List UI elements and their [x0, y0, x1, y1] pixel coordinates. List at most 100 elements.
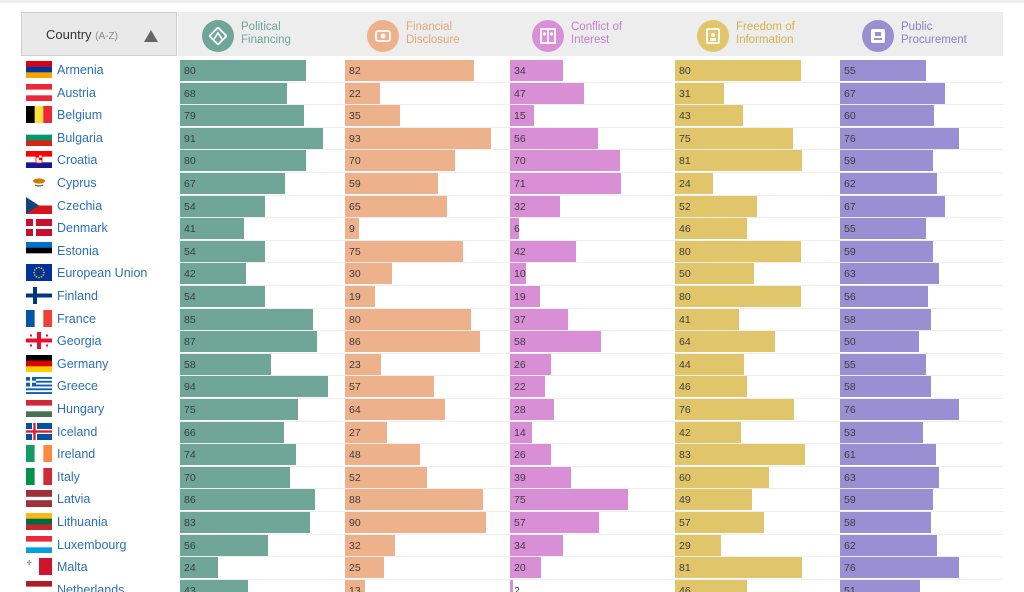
country-name-link[interactable]: Iceland — [57, 424, 98, 439]
country-name-link[interactable]: Austria — [57, 85, 96, 100]
bar-political-financing — [180, 579, 248, 592]
country-name-link[interactable]: Germany — [57, 356, 109, 371]
country-name-link[interactable]: Hungary — [57, 402, 105, 416]
column-title-line: Financing — [241, 34, 291, 46]
country-name-link[interactable]: Bulgaria — [57, 130, 103, 145]
row-divider — [180, 149, 1003, 151]
bar-public-procurement — [840, 444, 936, 466]
country-name-link[interactable]: Denmark — [57, 221, 108, 236]
flag-icon — [26, 287, 52, 304]
bar-value-label: 57 — [514, 517, 526, 529]
bar-public-procurement — [840, 127, 960, 149]
bar-public-procurement — [840, 308, 932, 330]
bar-value-label: 25 — [349, 562, 361, 575]
bar-financial-disclosure — [345, 353, 382, 375]
country-name-link[interactable]: Estonia — [57, 243, 99, 258]
public-procurement-icon — [862, 20, 894, 52]
country-name-link[interactable]: Malta — [57, 560, 88, 575]
flag-icon — [26, 151, 52, 169]
country-name-link[interactable]: Ireland — [57, 447, 96, 462]
country-name-link[interactable]: Croatia — [57, 153, 98, 168]
bar-value-label: 19 — [514, 291, 526, 303]
bar-financial-disclosure — [345, 489, 484, 511]
bar-value-label: 91 — [184, 132, 196, 145]
country-name-link[interactable]: Belgium — [57, 108, 103, 123]
country-name-link[interactable]: Lithuania — [57, 515, 108, 529]
bar-value-label: 59 — [349, 178, 361, 190]
bar-conflict-of-interest — [510, 466, 572, 488]
bar-value-label: 47 — [514, 87, 526, 100]
country-name-link[interactable]: Georgia — [57, 334, 102, 349]
bar-public-procurement — [840, 286, 928, 307]
bar-value-label: 46 — [679, 584, 691, 592]
column-header-freedom-of-information[interactable]: Freedom of Information — [673, 12, 838, 56]
bar-conflict-of-interest — [510, 173, 622, 194]
bar-political-financing — [180, 308, 314, 330]
country-name-link[interactable]: Armenia — [57, 63, 104, 77]
bar-conflict-of-interest — [510, 308, 569, 330]
bar-value-label: 34 — [514, 65, 526, 77]
country-name-link[interactable]: Latvia — [57, 492, 91, 507]
row-divider — [180, 217, 1003, 219]
bar-political-financing — [180, 195, 265, 217]
column-header-conflict-of-interest[interactable]: Conflict of Interest — [508, 12, 673, 56]
bar-financial-disclosure — [345, 286, 375, 307]
bar-value-label: 67 — [844, 87, 856, 100]
bar-freedom-of-information — [675, 60, 801, 81]
sort-order-label: (A-Z) — [95, 31, 118, 42]
bar-political-financing — [180, 82, 287, 104]
bar-freedom-of-information — [675, 399, 795, 420]
column-header-financial-disclosure[interactable]: Financial Disclosure — [343, 12, 508, 56]
bar-value-label: 70 — [514, 155, 526, 168]
bar-value-label: 42 — [514, 245, 526, 258]
bar-value-label: 52 — [349, 471, 361, 484]
bar-public-procurement — [840, 173, 938, 194]
row-divider — [180, 239, 1003, 241]
bar-financial-disclosure — [345, 466, 427, 488]
column-header-political-financing[interactable]: Political Financing — [178, 12, 343, 56]
bar-public-procurement — [840, 150, 933, 172]
bar-freedom-of-information — [675, 331, 776, 353]
country-name-link[interactable]: Italy — [57, 469, 80, 484]
bar-value-label: 9 — [349, 223, 355, 236]
bar-public-procurement — [840, 195, 946, 217]
bar-financial-disclosure — [345, 150, 455, 172]
bar-value-label: 88 — [349, 494, 361, 507]
bar-value-label: 70 — [349, 155, 361, 168]
row-divider — [180, 126, 1003, 128]
row-divider — [180, 307, 1003, 309]
country-name-link[interactable]: France — [57, 311, 96, 326]
country-name-link[interactable]: Luxembourg — [57, 537, 127, 552]
country-name-link[interactable]: Greece — [57, 379, 98, 394]
bar-value-label: 76 — [844, 132, 856, 145]
bar-political-financing — [180, 286, 265, 307]
bar-public-procurement — [840, 557, 960, 579]
bar-conflict-of-interest — [510, 421, 532, 443]
bar-public-procurement — [840, 534, 938, 556]
bar-conflict-of-interest — [510, 489, 628, 511]
bar-political-financing — [180, 421, 284, 443]
country-name-link[interactable]: European Union — [57, 266, 148, 281]
bar-value-label: 50 — [679, 268, 691, 281]
bar-value-label: 52 — [679, 200, 691, 213]
country-name-link[interactable]: Czechia — [57, 198, 103, 213]
bar-freedom-of-information — [675, 240, 801, 262]
bar-public-procurement — [840, 489, 933, 511]
bar-value-label: 85 — [184, 313, 196, 326]
country-sort-header[interactable]: Country (A-Z) — [21, 12, 177, 56]
country-name-link[interactable]: Cyprus — [57, 176, 97, 190]
column-title-line: Public — [901, 21, 933, 33]
bar-value-label: 27 — [349, 426, 361, 439]
bar-conflict-of-interest — [510, 82, 584, 104]
column-header-public-procurement[interactable]: Public Procurement — [838, 12, 1003, 56]
bar-value-label: 22 — [514, 381, 526, 394]
bar-public-procurement — [840, 466, 939, 488]
bar-value-label: 80 — [679, 245, 691, 258]
bar-value-label: 93 — [349, 132, 361, 145]
bar-value-label: 56 — [184, 539, 196, 552]
bar-public-procurement — [840, 263, 939, 285]
bar-value-label: 71 — [514, 178, 526, 190]
country-name-link[interactable]: Netherlands — [57, 582, 125, 592]
country-name-link[interactable]: Finland — [57, 289, 98, 303]
bar-public-procurement — [840, 421, 924, 443]
